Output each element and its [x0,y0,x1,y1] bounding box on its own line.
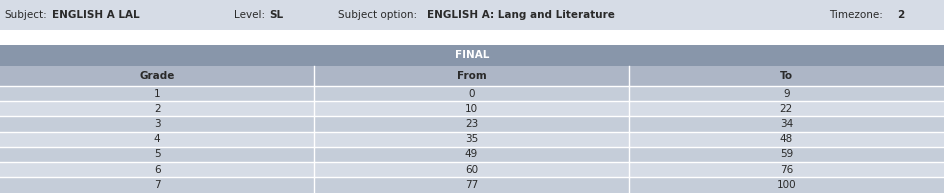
Bar [0,30,944,45]
Text: ENGLISH A: Lang and Literature: ENGLISH A: Lang and Literature [427,10,615,20]
Bar [0,177,944,193]
Text: 9: 9 [783,89,790,98]
Text: 0: 0 [468,89,475,98]
Text: Subject option:: Subject option: [338,10,417,20]
Text: 5: 5 [154,150,160,159]
Text: 100: 100 [777,180,796,190]
Text: 35: 35 [464,134,479,144]
Bar [0,116,944,132]
Bar [0,45,944,66]
Text: 6: 6 [154,165,160,175]
Bar [0,86,944,101]
Bar [0,66,944,86]
Text: 34: 34 [780,119,793,129]
Bar [0,101,944,116]
Text: 3: 3 [154,119,160,129]
Text: 10: 10 [465,104,478,114]
Text: Grade: Grade [140,71,175,81]
Text: 60: 60 [465,165,478,175]
Text: Subject:: Subject: [5,10,47,20]
Text: 4: 4 [154,134,160,144]
Text: 23: 23 [464,119,479,129]
Bar [0,162,944,177]
Text: 49: 49 [464,150,479,159]
Bar [0,0,944,30]
Bar [0,147,944,162]
Text: 1: 1 [154,89,160,98]
Text: 77: 77 [464,180,479,190]
Text: 48: 48 [780,134,793,144]
Text: 59: 59 [780,150,793,159]
Text: 22: 22 [780,104,793,114]
Text: 76: 76 [780,165,793,175]
Text: SL: SL [269,10,283,20]
Text: From: From [457,71,486,81]
Text: ENGLISH A LAL: ENGLISH A LAL [52,10,140,20]
Text: 7: 7 [154,180,160,190]
Text: 2: 2 [154,104,160,114]
Bar [0,132,944,147]
Text: 2: 2 [897,10,904,20]
Text: FINAL: FINAL [455,51,489,60]
Text: To: To [780,71,793,81]
Text: Timezone:: Timezone: [829,10,883,20]
Text: Level:: Level: [234,10,265,20]
